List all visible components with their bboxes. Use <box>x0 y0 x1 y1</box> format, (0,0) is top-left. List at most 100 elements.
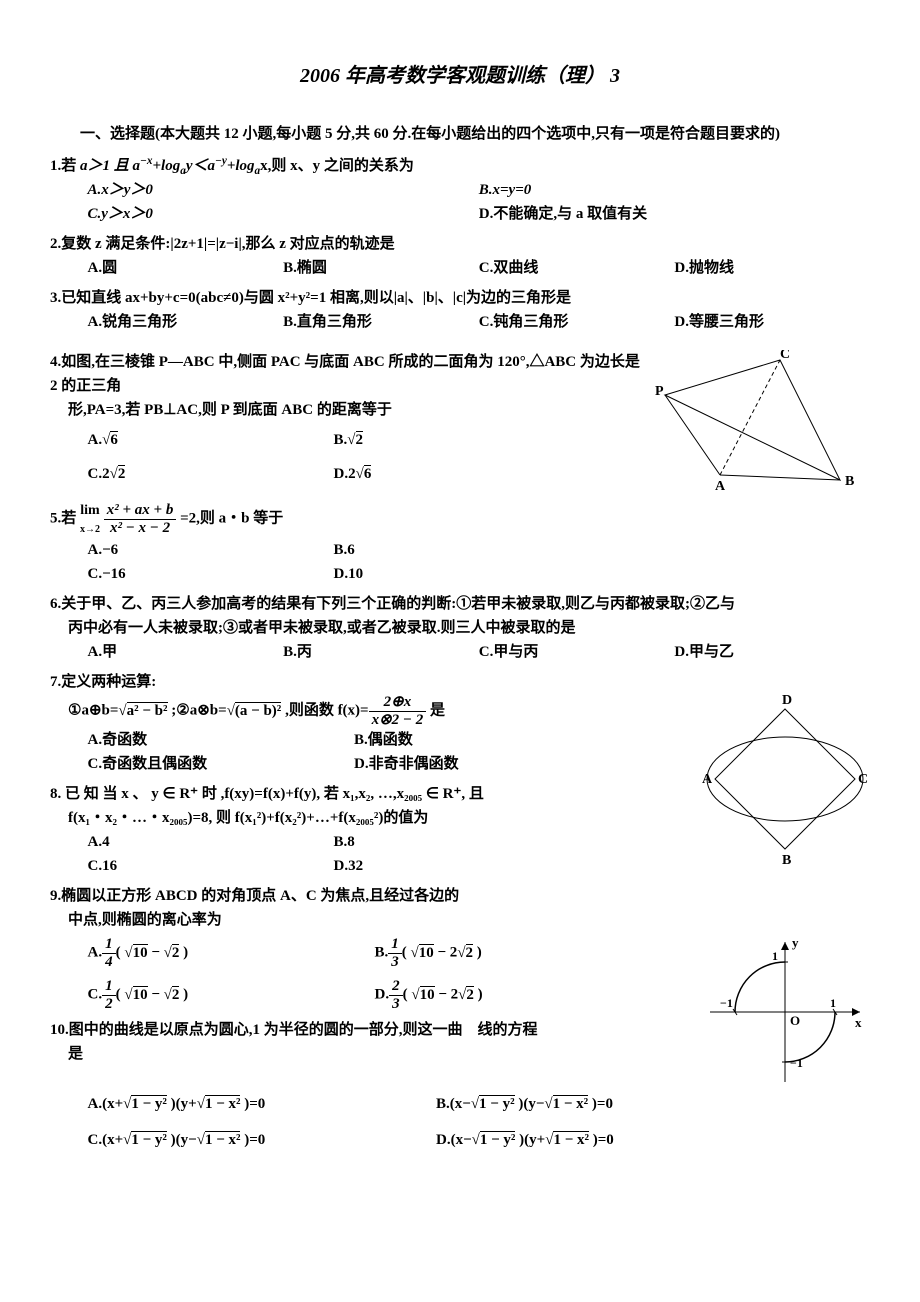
q4-opt-b: B.√2 <box>334 428 580 452</box>
question-10: 10.图中的曲线是以原点为圆心,1 为半径的圆的一部分,则这一曲 线的方程 是 … <box>50 1018 870 1152</box>
t: 10 <box>420 986 435 1003</box>
t: a² − b² <box>127 702 168 719</box>
q4-opt-a: A.√6 <box>88 428 334 452</box>
t: B. <box>334 432 348 448</box>
q4-opt-d: D.2√6 <box>334 462 580 486</box>
t: 1 − x² <box>205 1095 241 1112</box>
q8-stem1: 8. 已 知 当 x 、 y ∈ R⁺ 时 ,f(xy)=f(x)+f(y), … <box>50 782 870 806</box>
q1-stem: 1.若 a＞1 且 a−x+logay＜a−y+logax,则 x、y 之间的关… <box>50 158 414 174</box>
question-6: 6.关于甲、乙、丙三人参加高考的结果有下列三个正确的判断:①若甲未被录取,则乙与… <box>50 592 870 664</box>
lbl-a: A <box>715 479 726 490</box>
t: 是 <box>426 703 445 719</box>
q6-opt-a: A.甲 <box>88 640 284 664</box>
t: )(y− <box>515 1096 545 1112</box>
t: 10 <box>419 944 434 961</box>
t: 6 <box>364 465 372 482</box>
t: B. <box>375 945 389 961</box>
lbl: D <box>782 693 792 708</box>
lbl: y <box>792 935 799 950</box>
lbl: −1 <box>720 996 733 1010</box>
t: A.x＞y＞0 <box>88 182 153 198</box>
t: )(y+ <box>515 1132 545 1148</box>
t: 2⊕x <box>369 694 427 712</box>
t: )(y+ <box>167 1096 197 1112</box>
q10-opt-a: A.(x+√1 − y² )(y+√1 − x² )=0 <box>88 1092 437 1116</box>
t: a＞1 且 a <box>80 158 140 174</box>
t: 2 <box>466 986 474 1003</box>
t: 1 − y² <box>479 1095 515 1112</box>
q5-opt-c: C.−16 <box>88 562 334 586</box>
question-2: 2.复数 z 满足条件:|2z+1|=|z−i|,那么 z 对应点的轨迹是 A.… <box>50 232 870 280</box>
q7-opt-c: C.奇函数且偶函数 <box>88 752 355 776</box>
limsub: x→2 <box>80 522 100 538</box>
t: ①a⊕b= <box>68 703 118 719</box>
lbl-b: B <box>845 474 854 489</box>
t: x,则 x、y 之间的关系为 <box>260 158 414 174</box>
t: A. <box>88 432 103 448</box>
t: 2 <box>118 465 126 482</box>
t: 2 <box>356 431 364 448</box>
t: 10 <box>133 944 148 961</box>
t: D.2 <box>334 466 356 482</box>
t: 2 <box>172 944 180 961</box>
t: C. <box>88 987 103 1003</box>
question-1: 1.若 a＞1 且 a−x+logay＜a−y+logax,则 x、y 之间的关… <box>50 154 870 226</box>
t: 10 <box>133 986 148 1003</box>
q7-opt-b: B.偶函数 <box>354 728 621 752</box>
t: 2 <box>466 944 474 961</box>
t: 1 <box>102 978 116 996</box>
q9-stem2: 中点,则椭圆的离心率为 <box>50 908 870 932</box>
t: )=0 <box>240 1132 265 1148</box>
t: )(y− <box>167 1132 197 1148</box>
q3-opt-c: C.钝角三角形 <box>479 310 675 334</box>
q3-opt-d: D.等腰三角形 <box>674 310 870 334</box>
t: 1.若 <box>50 158 80 174</box>
q8-opt-c: C.16 <box>88 854 334 878</box>
t: B.x=y=0 <box>479 182 532 198</box>
t: x⊗2 − 2 <box>369 712 427 729</box>
q3-stem: 3.已知直线 ax+by+c=0(abc≠0)与圆 x²+y²=1 相离,则以|… <box>50 286 870 310</box>
t: +log <box>152 158 180 174</box>
lim: lim <box>80 500 100 522</box>
t: 1 <box>388 936 402 954</box>
q10-opt-c: C.(x+√1 − y² )(y−√1 − x² )=0 <box>88 1128 437 1152</box>
t: )=0 <box>589 1132 614 1148</box>
lbl-c: C <box>780 350 790 362</box>
q4-figure: P A B C <box>650 350 870 490</box>
page-title: 2006 年高考数学客观题训练（理） 3 <box>50 60 870 92</box>
q2-stem: 2.复数 z 满足条件:|2z+1|=|z−i|,那么 z 对应点的轨迹是 <box>50 232 870 256</box>
q9-opt-b: B.13( √10 − 2√2 ) <box>375 936 662 970</box>
t: A.(x+ <box>88 1096 124 1112</box>
t: − <box>148 945 164 961</box>
q6-opt-b: B.丙 <box>283 640 479 664</box>
lbl: 1 <box>772 949 778 963</box>
t: 1 − y² <box>131 1131 167 1148</box>
q2-opt-c: C.双曲线 <box>479 256 675 280</box>
q3-opt-a: A.锐角三角形 <box>88 310 284 334</box>
t: )=0 <box>588 1096 613 1112</box>
q1-opt-b: B.x=y=0 <box>479 178 870 202</box>
t: C.2 <box>88 466 110 482</box>
t: D. <box>375 987 390 1003</box>
q4-opt-c: C.2√2 <box>88 462 334 486</box>
q1-opt-a: A.x＞y＞0 <box>88 178 479 202</box>
t: 1 − x² <box>553 1131 589 1148</box>
q6-stem1: 6.关于甲、乙、丙三人参加高考的结果有下列三个正确的判断:①若甲未被录取,则乙与… <box>50 592 870 616</box>
t: − 2 <box>434 945 458 961</box>
t: 5.若 <box>50 511 80 527</box>
q2-opt-d: D.抛物线 <box>674 256 870 280</box>
lbl: 1 <box>830 996 836 1010</box>
t: 1 <box>102 936 116 954</box>
q8-stem2: f(x₁・x₂・…・x₂₀₀₅)=8, 则 f(x₁²)+f(x₂²)+…+f(… <box>50 806 870 830</box>
q6-opt-c: C.甲与丙 <box>479 640 675 664</box>
den: x² − x − 2 <box>104 520 177 537</box>
q1-opt-c: C.y＞x＞0 <box>88 202 479 226</box>
q5-opt-d: D.10 <box>334 562 580 586</box>
t: )=0 <box>240 1096 265 1112</box>
t: 3 <box>388 954 402 971</box>
q6-stem2: 丙中必有一人未被录取;③或者甲未被录取,或者乙被录取.则三人中被录取的是 <box>50 616 870 640</box>
t: (a − b)² <box>235 702 281 719</box>
q1-opt-d: D.不能确定,与 a 取值有关 <box>479 202 870 226</box>
t: 2 <box>172 986 180 1003</box>
num: x² + ax + b <box>104 502 177 520</box>
